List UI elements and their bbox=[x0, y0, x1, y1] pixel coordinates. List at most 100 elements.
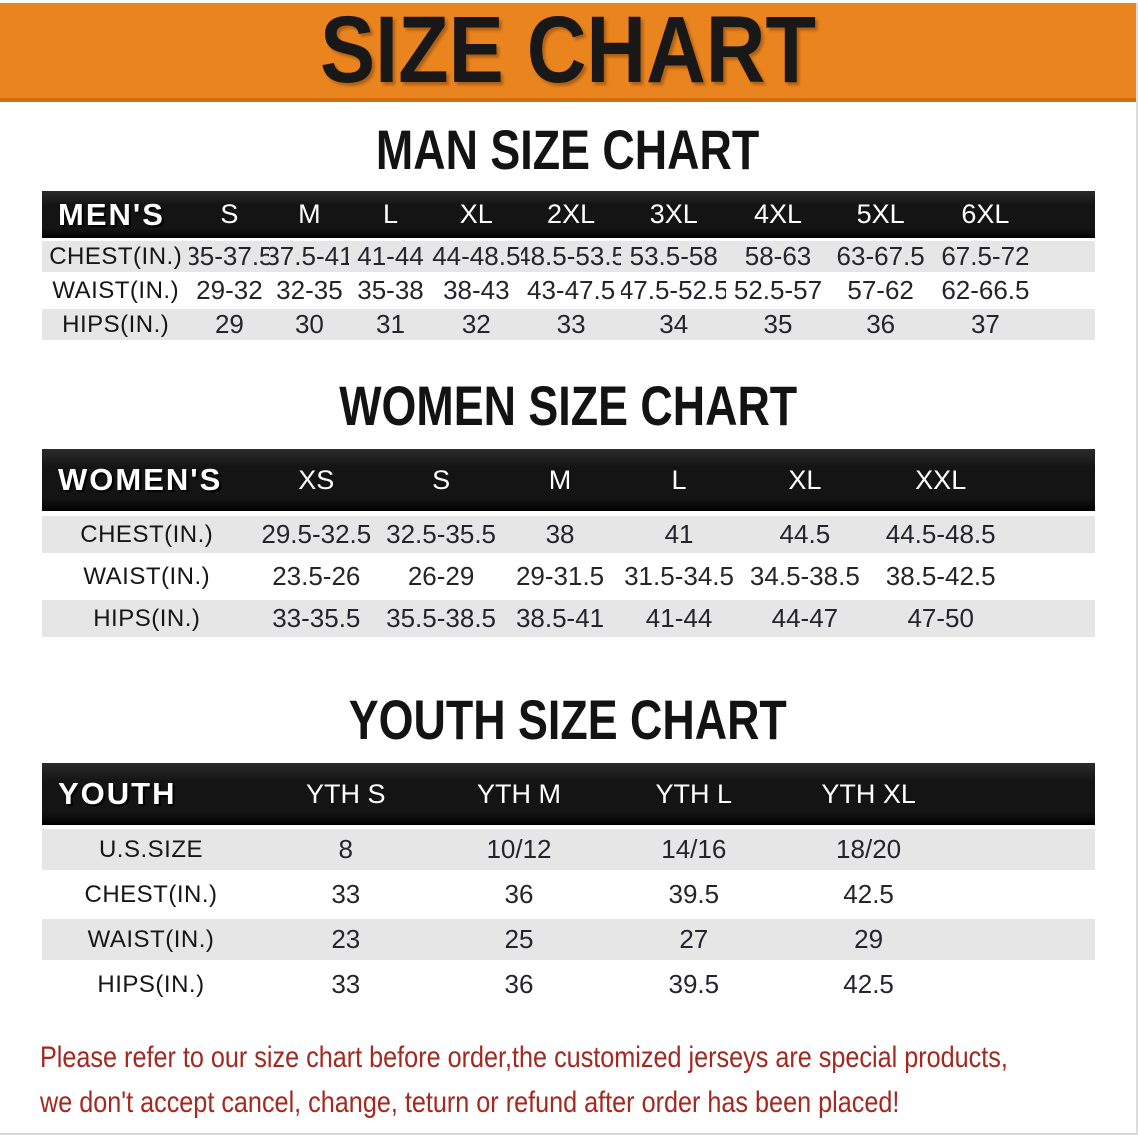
women-cell-value: 38.5-41 bbox=[515, 603, 605, 633]
youth-table-row: HIPS(IN.) 33 36 39.5 42.5 bbox=[42, 964, 1095, 1005]
youth-row-label: WAIST(IN.) bbox=[87, 925, 215, 953]
men-cell-value: 52.5-57 bbox=[733, 275, 823, 305]
youth-row-label: CHEST(IN.) bbox=[84, 880, 218, 908]
youth-size-header: YTH M bbox=[476, 778, 561, 809]
men-cell-value: 35-38 bbox=[357, 275, 424, 305]
men-cell-value: 62-66.5 bbox=[941, 275, 1030, 305]
women-section-heading: WOMEN SIZE CHART bbox=[0, 374, 1136, 437]
women-cell-value: 41-44 bbox=[645, 603, 713, 633]
spacer-cell bbox=[956, 874, 1095, 915]
men-cell-value: 33 bbox=[556, 309, 586, 339]
youth-cell-value: 10/12 bbox=[486, 834, 552, 864]
spacer-cell bbox=[1011, 600, 1095, 637]
men-row-label: WAIST(IN.) bbox=[52, 276, 180, 304]
men-cell-value: 38-43 bbox=[443, 275, 510, 305]
youth-cell-value: 36 bbox=[504, 879, 534, 909]
banner: SIZE CHART bbox=[0, 3, 1136, 102]
men-size-header: L bbox=[382, 199, 399, 229]
spacer-cell bbox=[1039, 191, 1095, 238]
women-size-header: M bbox=[548, 464, 572, 495]
men-table-title: MEN'S bbox=[58, 196, 165, 232]
youth-table-header-row: YOUTH YTH S YTH M YTH L YTH XL bbox=[42, 763, 1095, 825]
youth-size-header: YTH XL bbox=[821, 778, 916, 809]
disclaimer-line-1: Please refer to our size chart before or… bbox=[40, 1041, 1008, 1074]
men-size-header: XL bbox=[459, 199, 493, 229]
women-cell-value: 35.5-38.5 bbox=[386, 603, 497, 633]
men-cell-value: 29 bbox=[214, 309, 244, 339]
women-section-heading-text: WOMEN SIZE CHART bbox=[339, 374, 797, 437]
youth-cell-value: 27 bbox=[679, 924, 709, 954]
men-row-label: HIPS(IN.) bbox=[62, 310, 170, 338]
men-table-row: HIPS(IN.) 29 30 31 32 33 34 35 36 37 bbox=[42, 309, 1095, 340]
spacer-cell bbox=[1039, 241, 1095, 272]
men-cell-value: 41-44 bbox=[357, 241, 424, 271]
youth-cell-value: 8 bbox=[338, 834, 354, 864]
men-size-header: S bbox=[220, 199, 239, 229]
spacer-cell bbox=[1011, 558, 1095, 595]
section-youth: YOUTH SIZE CHART YOUTH YTH S YTH M YTH L YTH … bbox=[0, 692, 1136, 1005]
men-cell-value: 30 bbox=[294, 309, 324, 339]
spacer-cell bbox=[956, 919, 1095, 960]
women-cell-value: 38.5-42.5 bbox=[885, 561, 996, 591]
men-table-header-row: MEN'S S M L XL 2XL 3XL 4XL 5XL 6XL bbox=[42, 191, 1095, 238]
spacer-cell bbox=[1011, 449, 1095, 511]
men-cell-value: 57-62 bbox=[847, 275, 914, 305]
women-size-table: WOMEN'S XS S M L XL XXL CHEST(IN.) 29.5-32.5 32.5… bbox=[42, 449, 1095, 637]
men-cell-value: 47.5-52.5 bbox=[621, 275, 727, 305]
page-title: SIZE CHART bbox=[320, 0, 816, 103]
men-cell-value: 37 bbox=[970, 309, 1000, 339]
women-cell-value: 31.5-34.5 bbox=[624, 561, 734, 591]
section-men: MAN SIZE CHART MEN'S S M L XL 2XL 3XL 4XL 5XL 6XL C… bbox=[0, 118, 1136, 340]
men-cell-value: 48.5-53.5 bbox=[521, 241, 622, 271]
women-table-title: WOMEN'S bbox=[58, 462, 223, 497]
women-cell-value: 26-29 bbox=[407, 561, 475, 591]
youth-cell-value: 39.5 bbox=[668, 969, 720, 999]
women-size-header: XXL bbox=[915, 464, 967, 495]
women-table-row: WAIST(IN.) 23.5-26 26-29 29-31.5 31.5-34.5 34… bbox=[42, 558, 1095, 595]
men-cell-value: 58-63 bbox=[744, 241, 812, 271]
charts-container: MAN SIZE CHART MEN'S S M L XL 2XL 3XL 4XL 5XL 6XL C… bbox=[0, 118, 1136, 1005]
youth-table-row: U.S.SIZE 8 10/12 14/16 18/20 bbox=[42, 829, 1095, 870]
youth-cell-value: 33 bbox=[331, 969, 361, 999]
youth-cell-value: 14/16 bbox=[661, 834, 727, 864]
women-cell-value: 44.5-48.5 bbox=[885, 519, 996, 549]
women-cell-value: 44.5 bbox=[779, 519, 831, 549]
spacer-cell bbox=[1039, 309, 1095, 340]
men-size-header: 2XL bbox=[547, 199, 596, 229]
youth-cell-value: 23 bbox=[331, 924, 361, 954]
women-cell-value: 33-35.5 bbox=[272, 603, 361, 633]
youth-size-header: YTH L bbox=[655, 778, 733, 809]
men-size-header: 6XL bbox=[961, 199, 1010, 229]
men-cell-value: 32-35 bbox=[276, 275, 343, 305]
men-section-heading-text: MAN SIZE CHART bbox=[376, 118, 760, 181]
women-cell-value: 23.5-26 bbox=[272, 561, 361, 591]
men-size-header: 5XL bbox=[856, 199, 905, 229]
women-size-header: XS bbox=[298, 464, 335, 495]
disclaimer: Please refer to our size chart before or… bbox=[0, 1035, 1136, 1125]
youth-cell-value: 18/20 bbox=[836, 834, 902, 864]
women-size-header: S bbox=[432, 464, 451, 495]
men-cell-value: 53.5-58 bbox=[629, 241, 718, 271]
youth-table-row: WAIST(IN.) 23 25 27 29 bbox=[42, 919, 1095, 960]
men-cell-value: 31 bbox=[376, 309, 405, 339]
youth-size-header: YTH S bbox=[306, 778, 386, 809]
women-row-label: WAIST(IN.) bbox=[83, 562, 211, 590]
spacer-cell bbox=[1039, 275, 1095, 306]
men-cell-value: 36 bbox=[866, 309, 896, 339]
men-row-label: CHEST(IN.) bbox=[49, 242, 183, 270]
women-cell-value: 34.5-38.5 bbox=[749, 561, 860, 591]
men-cell-value: 63-67.5 bbox=[836, 241, 925, 271]
women-cell-value: 38 bbox=[545, 519, 575, 549]
women-cell-value: 44-47 bbox=[771, 603, 839, 633]
men-cell-value: 35-37.5 bbox=[189, 241, 270, 271]
spacer-cell bbox=[956, 964, 1095, 1005]
women-row-label: CHEST(IN.) bbox=[80, 520, 214, 548]
youth-cell-value: 29 bbox=[854, 924, 884, 954]
women-table-header-row: WOMEN'S XS S M L XL XXL bbox=[42, 449, 1095, 511]
men-table-row: CHEST(IN.) 35-37.5 37.5-41 41-44 44-48.5 48.5… bbox=[42, 241, 1095, 272]
spacer-cell bbox=[1011, 516, 1095, 553]
youth-section-heading: YOUTH SIZE CHART bbox=[0, 692, 1136, 748]
women-table-row: HIPS(IN.) 33-35.5 35.5-38.5 38.5-41 41-44 44-… bbox=[42, 600, 1095, 637]
men-cell-value: 44-48.5 bbox=[432, 241, 521, 271]
men-size-header: 4XL bbox=[753, 199, 802, 229]
